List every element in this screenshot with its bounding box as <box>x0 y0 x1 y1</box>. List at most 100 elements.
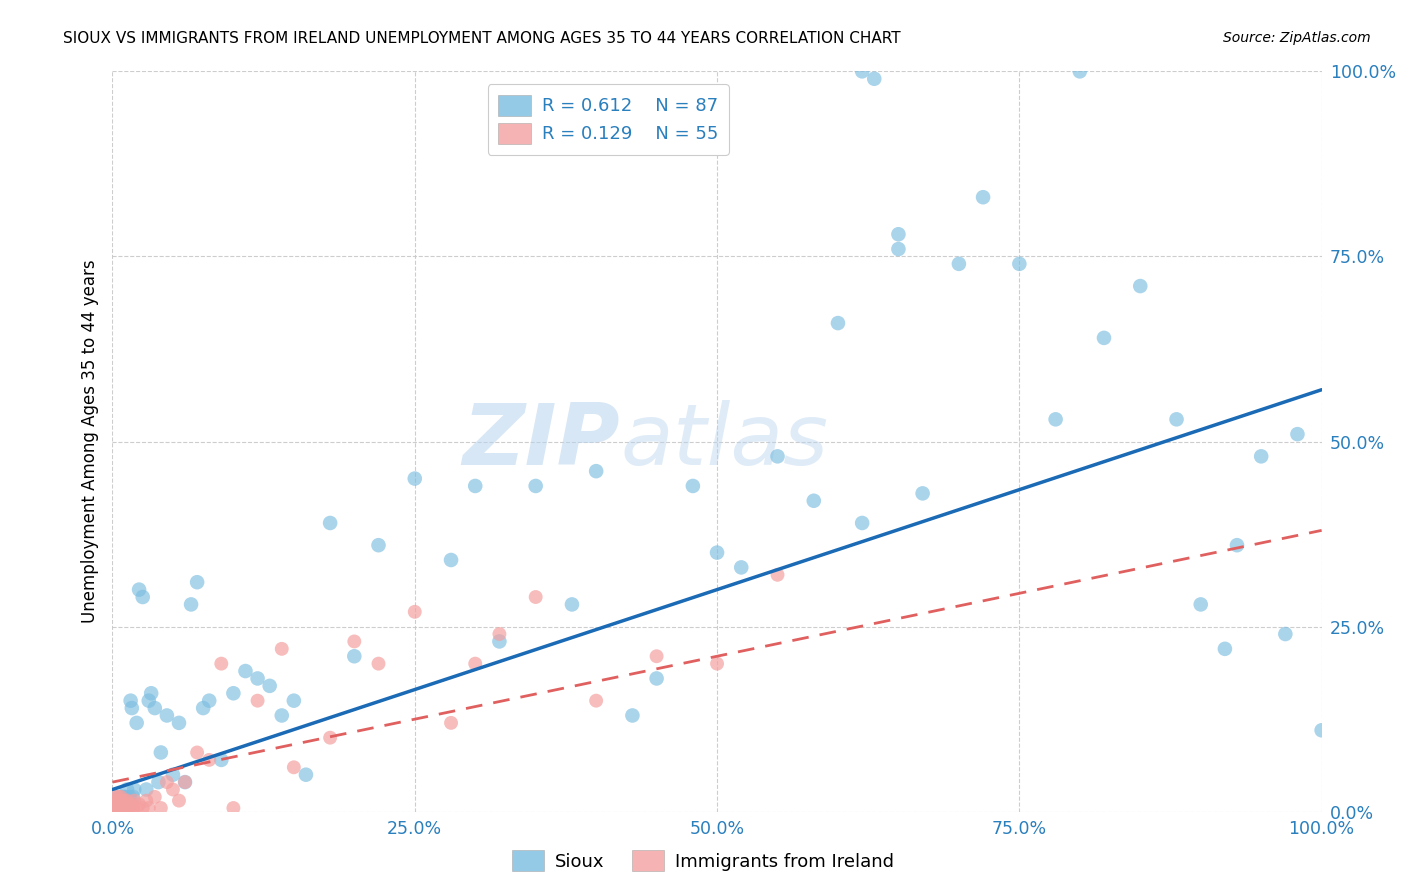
Text: Source: ZipAtlas.com: Source: ZipAtlas.com <box>1223 31 1371 45</box>
Point <box>404 471 426 485</box>
Point <box>162 767 184 781</box>
Point <box>706 657 728 671</box>
Point <box>1226 538 1249 552</box>
Point <box>319 731 342 745</box>
Point <box>827 316 849 330</box>
Point <box>645 649 668 664</box>
Point <box>118 789 141 804</box>
Point <box>295 767 318 781</box>
Point <box>104 801 127 815</box>
Point <box>108 794 131 808</box>
Point <box>122 794 145 808</box>
Point <box>851 516 873 530</box>
Point <box>488 634 510 648</box>
Point <box>121 797 143 812</box>
Point <box>167 715 190 730</box>
Point <box>766 567 789 582</box>
Point <box>270 708 292 723</box>
Point <box>209 657 232 671</box>
Point <box>112 797 135 812</box>
Point <box>1008 257 1031 271</box>
Point <box>105 801 128 815</box>
Point <box>108 801 131 815</box>
Point <box>464 657 486 671</box>
Point <box>730 560 752 574</box>
Point <box>114 794 136 808</box>
Point <box>174 775 197 789</box>
Point <box>112 789 135 804</box>
Point <box>887 227 910 242</box>
Point <box>103 801 125 815</box>
Point <box>222 686 245 700</box>
Point <box>135 794 157 808</box>
Point <box>120 801 142 815</box>
Point <box>108 794 131 808</box>
Point <box>108 801 131 815</box>
Point <box>803 493 825 508</box>
Point <box>105 801 128 815</box>
Point <box>156 708 179 723</box>
Point <box>114 801 136 815</box>
Point <box>524 590 547 604</box>
Point <box>440 715 463 730</box>
Point <box>1166 412 1188 426</box>
Point <box>283 760 305 774</box>
Point <box>125 801 148 815</box>
Point <box>367 657 389 671</box>
Point <box>117 801 139 815</box>
Point <box>1286 427 1309 442</box>
Point <box>167 794 190 808</box>
Point <box>1274 627 1296 641</box>
Point <box>270 641 292 656</box>
Point <box>117 797 139 812</box>
Point <box>143 789 166 804</box>
Point <box>122 782 145 797</box>
Point <box>246 672 269 686</box>
Point <box>1310 723 1333 738</box>
Point <box>132 801 155 815</box>
Point <box>972 190 994 204</box>
Point <box>585 464 607 478</box>
Point <box>111 801 134 815</box>
Point <box>148 775 170 789</box>
Point <box>138 801 160 815</box>
Point <box>114 794 136 808</box>
Point <box>645 672 668 686</box>
Point <box>198 694 221 708</box>
Point <box>198 753 221 767</box>
Point <box>343 649 366 664</box>
Point <box>105 789 128 804</box>
Point <box>132 590 155 604</box>
Point <box>107 797 129 812</box>
Point <box>259 679 281 693</box>
Point <box>110 801 132 815</box>
Text: ZIP: ZIP <box>463 400 620 483</box>
Point <box>121 701 143 715</box>
Point <box>222 801 245 815</box>
Point <box>115 794 138 808</box>
Point <box>343 634 366 648</box>
Point <box>105 801 128 815</box>
Point <box>1129 279 1152 293</box>
Point <box>209 753 232 767</box>
Point <box>186 746 208 760</box>
Point <box>863 71 886 86</box>
Point <box>948 257 970 271</box>
Point <box>162 782 184 797</box>
Point <box>114 801 136 815</box>
Point <box>128 582 150 597</box>
Point <box>143 701 166 715</box>
Point <box>887 242 910 256</box>
Legend: R = 0.612    N = 87, R = 0.129    N = 55: R = 0.612 N = 87, R = 0.129 N = 55 <box>488 84 728 154</box>
Point <box>122 801 145 815</box>
Point <box>149 746 172 760</box>
Point <box>156 775 179 789</box>
Point <box>1045 412 1067 426</box>
Point <box>110 789 132 804</box>
Point <box>114 801 136 815</box>
Point <box>128 797 150 812</box>
Point <box>367 538 389 552</box>
Point <box>110 789 132 804</box>
Point <box>1092 331 1115 345</box>
Point <box>621 708 644 723</box>
